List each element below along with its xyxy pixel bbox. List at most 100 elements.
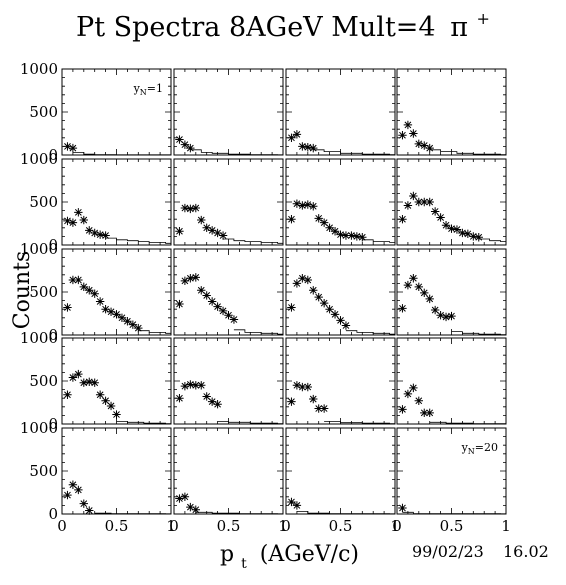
data-point: [117, 313, 127, 322]
data-point: [95, 390, 105, 399]
panel-frame: [173, 68, 284, 156]
data-point: [180, 381, 190, 391]
data-point: [79, 378, 88, 387]
data-point: [352, 232, 362, 241]
data-point: [123, 317, 132, 326]
title-particle: π: [450, 12, 468, 43]
data-point: [197, 215, 206, 225]
data-point: [398, 215, 407, 224]
data-point: [414, 282, 423, 292]
data-point: [85, 506, 94, 515]
panel-ticks: [285, 248, 396, 336]
data-point: [186, 274, 195, 283]
data-point: [79, 499, 88, 508]
data-point: [309, 143, 318, 153]
panel-11: [285, 248, 396, 336]
panel-ticks: [396, 337, 507, 425]
data-point: [186, 204, 195, 214]
data-point: [106, 307, 116, 316]
data-point: [213, 400, 222, 409]
data-point: [79, 215, 88, 225]
data-point: [74, 369, 83, 379]
data-point: [68, 143, 78, 153]
data-point: [180, 140, 190, 149]
data-point: [398, 131, 407, 140]
data-point: [202, 223, 211, 232]
panel-ticks: [285, 337, 396, 425]
data-point: [420, 408, 429, 418]
y-tick-label: 1000: [20, 60, 58, 78]
data-point: [314, 292, 323, 302]
data-point: [403, 201, 413, 210]
x-axis-title: p t (AGeV/c): [220, 542, 359, 574]
x-axis-title-unit: (AGeV/c): [260, 542, 359, 567]
data-point: [287, 397, 296, 406]
data-point: [436, 311, 445, 320]
data-point: [309, 202, 318, 211]
data-point: [68, 373, 78, 382]
data-point: [330, 227, 340, 236]
data-point: [403, 389, 413, 399]
data-point: [425, 197, 434, 207]
panel-line: [233, 329, 283, 335]
panel-line: [190, 149, 283, 156]
panel-line: [296, 511, 395, 515]
panel-14: [173, 337, 284, 425]
panel-ticks: [173, 68, 284, 156]
data-point: [298, 274, 307, 283]
panel-line: [324, 421, 395, 424]
data-point: [175, 494, 184, 503]
y-tick-label: 1000: [20, 150, 58, 168]
data-point: [134, 323, 143, 333]
data-point: [398, 503, 407, 513]
panel-ticks: [173, 248, 284, 336]
data-point: [474, 233, 483, 242]
panel-4: [396, 68, 507, 156]
data-point: [292, 130, 302, 139]
panel-ticks: [173, 427, 284, 515]
panel-frame: [396, 68, 507, 156]
data-point: [436, 213, 445, 222]
data-point: [319, 218, 329, 227]
data-point: [425, 294, 434, 304]
x-tick-label: 0.5: [440, 517, 464, 535]
data-point: [292, 199, 302, 208]
data-point: [292, 501, 302, 510]
data-point: [430, 207, 440, 216]
panel-frame: [285, 68, 396, 156]
data-point: [325, 223, 334, 232]
data-point: [68, 275, 78, 285]
y-tick-label: 500: [29, 283, 58, 301]
data-point: [409, 383, 418, 393]
panel-line: [72, 152, 171, 156]
data-point: [90, 228, 99, 238]
data-point: [85, 377, 94, 387]
data-point: [74, 485, 83, 495]
panel-19: 0 0.5 1: [281, 427, 400, 535]
data-point: [336, 230, 345, 239]
data-point: [197, 286, 206, 295]
y-tick-label: 0: [48, 415, 58, 433]
data-point: [441, 312, 451, 322]
data-point: [191, 203, 200, 213]
data-point: [425, 408, 434, 418]
data-point: [186, 380, 195, 389]
data-point: [292, 381, 302, 390]
panel-1: 0 500 1000 yN=1: [20, 60, 172, 164]
data-point: [303, 275, 312, 285]
data-point: [175, 299, 184, 309]
data-point: [175, 135, 184, 144]
data-point: [63, 390, 72, 399]
data-point: [420, 141, 429, 150]
panel-ticks: [285, 427, 396, 515]
data-point: [90, 378, 99, 387]
panel-line: [345, 330, 395, 335]
data-point: [180, 276, 190, 286]
data-point: [463, 229, 473, 239]
x-tick-label: 0.5: [329, 517, 353, 535]
panel-line: [217, 421, 283, 424]
y-tick-label: 500: [29, 372, 58, 390]
data-point: [213, 228, 222, 238]
data-point: [202, 291, 211, 300]
panel-8: [396, 158, 507, 246]
